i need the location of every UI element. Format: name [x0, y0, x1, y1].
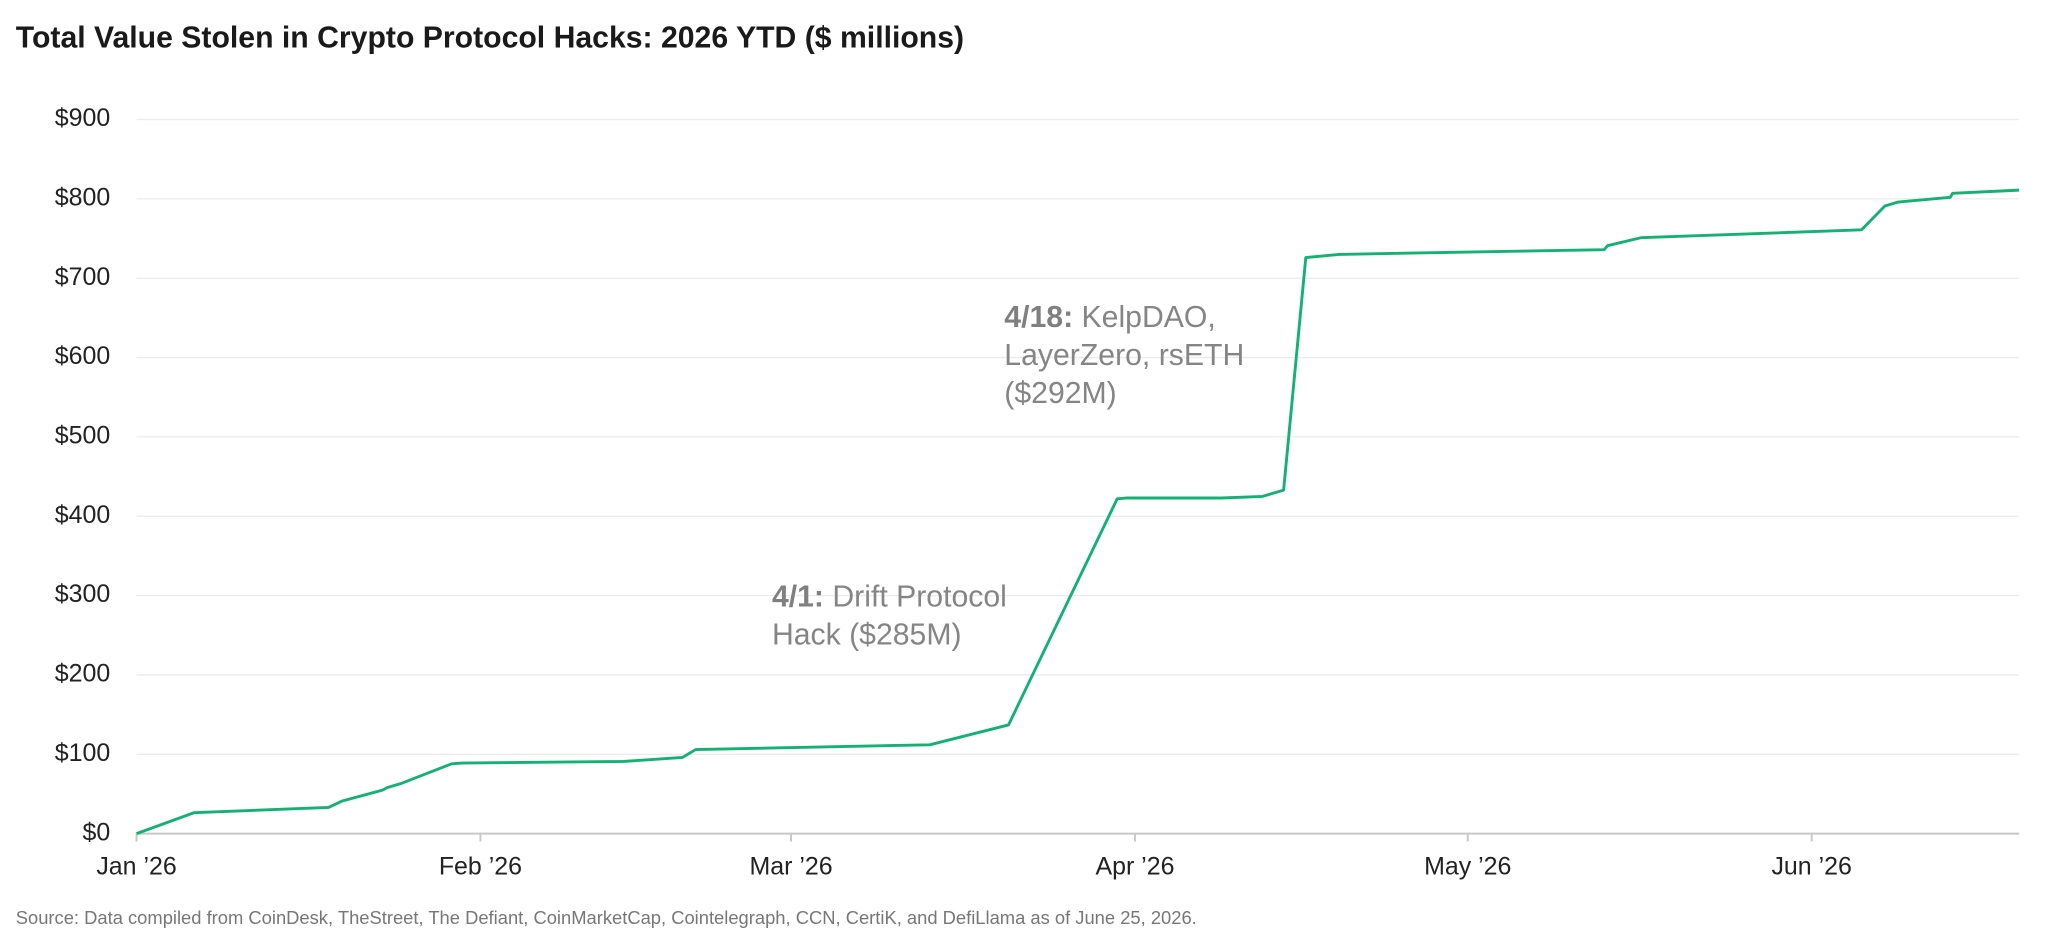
- y-tick-label: $200: [55, 660, 110, 688]
- y-tick-label: $100: [55, 739, 110, 767]
- annotation-text: 4/1: Drift Protocol Hack ($285M): [772, 578, 1035, 654]
- annotation: 4/18: KelpDAO, LayerZero, rsETH ($292M): [1004, 298, 1267, 412]
- x-tick-label: May ’26: [1424, 852, 1511, 880]
- y-tick-label: $900: [55, 104, 110, 132]
- x-tick-label: Mar ’26: [749, 852, 832, 880]
- annotation-date: 4/1:: [771, 578, 824, 614]
- y-tick-label: $500: [55, 421, 110, 449]
- y-tick-label: $600: [55, 342, 110, 370]
- y-tick-label: $300: [55, 580, 110, 608]
- y-tick-label: $700: [55, 263, 110, 291]
- annotation: 4/1: Drift Protocol Hack ($285M): [772, 578, 1035, 654]
- y-tick-label: $800: [55, 183, 110, 211]
- x-tick-label: Apr ’26: [1095, 852, 1174, 880]
- x-tick-label: Jan ’26: [96, 852, 176, 880]
- chart-title: Total Value Stolen in Crypto Protocol Ha…: [16, 21, 964, 54]
- x-tick-label: Jun ’26: [1771, 852, 1851, 880]
- annotation-body: KelpDAO, LayerZero, rsETH ($292M): [1004, 299, 1245, 410]
- annotation-date: 4/18:: [1004, 299, 1074, 334]
- x-tick-label: Feb ’26: [439, 852, 522, 880]
- y-tick-label: $400: [55, 501, 110, 529]
- data-line: [136, 188, 2020, 836]
- y-tick-label: $0: [83, 818, 111, 846]
- annotation-text: 4/18: KelpDAO, LayerZero, rsETH ($292M): [1004, 298, 1267, 412]
- source-note: Source: Data compiled from CoinDesk, The…: [16, 907, 1197, 928]
- annotation-body: Drift Protocol Hack ($285M): [771, 578, 1007, 652]
